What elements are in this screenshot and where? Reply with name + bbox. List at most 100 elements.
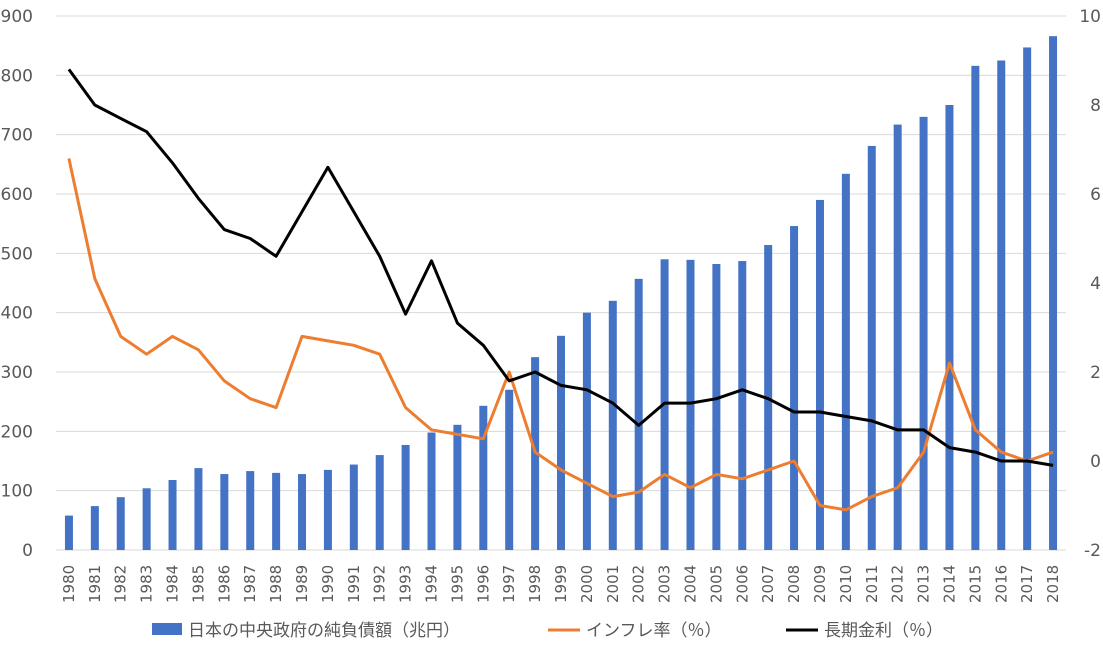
bar [1023,47,1032,551]
x-tick-label: 2013 [915,565,933,603]
x-tick-label: 2018 [1044,565,1062,603]
bar [479,405,488,550]
x-tick-label: 2011 [863,565,881,603]
x-tick-label: 1999 [552,565,570,603]
y-left-tick-label: 800 [1,66,33,86]
x-tick-label: 2009 [811,565,829,603]
bar [401,444,410,550]
x-tick-label: 2010 [837,565,855,603]
bar [919,116,928,550]
x-tick-label: 1984 [164,565,182,603]
line-interest-rate [67,68,1054,467]
x-tick-label: 1994 [423,565,441,603]
y-right-tick-label: 2 [1090,363,1101,383]
x-tick-label: 2016 [992,565,1010,603]
bar [168,479,177,550]
y-left-tick-label: 100 [1,482,33,502]
x-tick-label: 1993 [397,565,415,603]
bar [712,264,721,550]
bar [90,506,99,550]
x-tick-label: 1996 [474,565,492,603]
x-tick-label: 1998 [526,565,544,603]
y-left-tick-label: 500 [1,244,33,264]
x-tick-label: 2017 [1018,565,1036,603]
y-right-tick-label: 0 [1090,452,1101,472]
bar [220,474,229,550]
x-tick-label: 1988 [267,565,285,603]
bar [427,432,436,550]
legend-label-inflation: インフレ率（％） [586,621,722,641]
x-tick-label: 1989 [293,565,311,603]
legend-swatch-debt [152,623,182,635]
y-right-tick-label: 8 [1090,96,1101,116]
x-tick-label: 2014 [940,565,958,603]
bar [815,199,824,550]
y-right-tick-label: 4 [1090,274,1101,294]
x-tick-label: 1987 [241,565,259,603]
bar [142,488,151,550]
y-left-tick-label: 700 [1,126,33,146]
bar [1049,36,1058,550]
bar [634,278,643,550]
bar [375,455,384,550]
line-inflation [67,158,1054,512]
y-right-tick-label: 10 [1079,7,1101,27]
x-tick-label: 2002 [630,565,648,603]
bar [194,468,203,550]
bar [790,226,799,551]
bar [298,474,307,550]
x-tick-label: 2008 [785,565,803,603]
x-tick-label: 2006 [733,565,751,603]
y-left-tick-label: 0 [22,541,33,561]
bar [841,173,850,550]
x-tick-label: 2005 [707,565,725,603]
x-tick-label: 1991 [345,565,363,603]
x-tick-label: 2012 [889,565,907,603]
x-tick-label: 2004 [681,565,699,603]
legend: 日本の中央政府の純負債額（兆円） インフレ率（％） 長期金利（％） [152,621,943,641]
x-tick-label: 2000 [578,565,596,603]
x-tick-label: 2001 [604,565,622,603]
bar [453,424,462,550]
y-left-tick-label: 600 [1,185,33,205]
x-tick-label: 1981 [86,565,104,603]
x-tick-label: 2015 [966,565,984,603]
legend-label-debt: 日本の中央政府の純負債額（兆円） [188,621,460,641]
bar [945,105,954,550]
x-tick-label: 1983 [138,565,156,603]
x-tick-label: 1992 [371,565,389,603]
bar [686,259,695,550]
bar [867,145,876,550]
bar [505,389,514,550]
y-axis-left: 0 100 200 300 400 500 600 700 800 900 [1,7,33,561]
bar [64,515,73,550]
bar [323,469,332,550]
bar [608,300,617,550]
x-tick-label: 1997 [500,565,518,603]
y-left-tick-label: 300 [1,363,33,383]
x-tick-label: 1985 [189,565,207,603]
y-left-tick-label: 900 [1,7,33,27]
bar [738,261,747,550]
bar [893,124,902,550]
x-tick-label: 1982 [112,565,130,603]
bar [557,335,565,550]
y-axis-right: -2 0 2 4 6 8 10 [1079,7,1101,561]
line-series-group [67,68,1054,512]
bar [246,471,255,550]
y-right-tick-label: 6 [1090,185,1101,205]
bar [272,472,281,550]
bar [582,312,591,550]
bar [997,60,1006,550]
x-tick-label: 1980 [60,565,78,603]
x-tick-label: 2007 [759,565,777,603]
bar [971,65,980,550]
x-tick-label: 1986 [215,565,233,603]
legend-label-interest-rate: 長期金利（％） [824,621,943,641]
x-tick-label: 2003 [656,565,674,603]
x-tick-label: 1995 [448,565,466,603]
x-tick-label: 1990 [319,565,337,603]
bar [349,464,358,550]
bar [116,497,125,550]
